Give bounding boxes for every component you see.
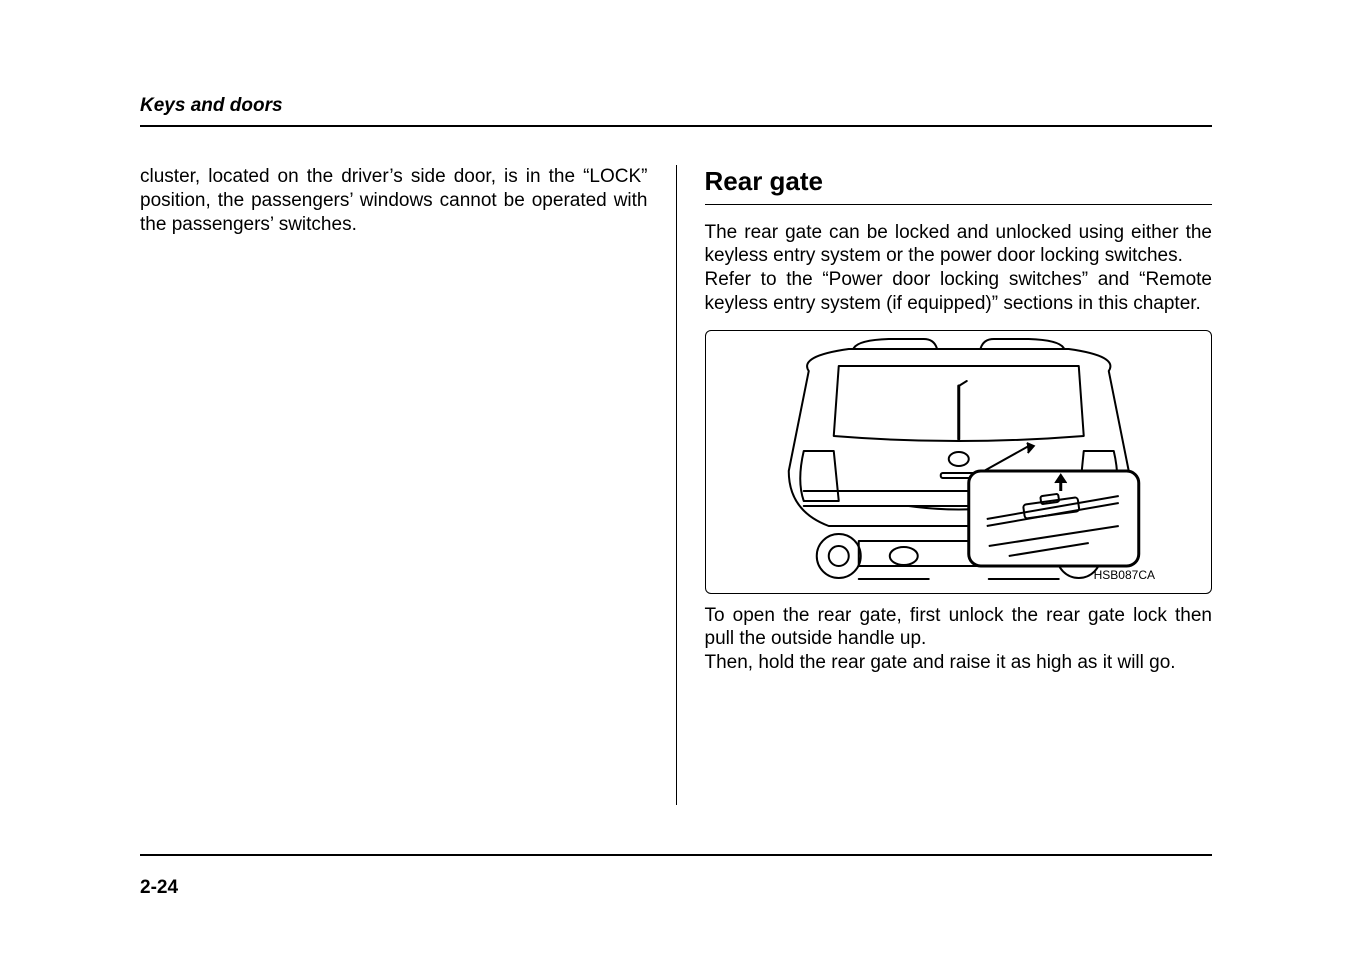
rear-gate-heading: Rear gate [705,165,1213,198]
inset-detail [968,471,1138,566]
heading-rule [705,204,1213,205]
manual-page: Keys and doors cluster, located on the d… [0,0,1352,954]
right-paragraph-3: To open the rear gate, first unlock the … [705,604,1213,652]
header-rule [140,125,1212,127]
figure-code: HSB087CA [1094,568,1155,583]
footer-rule [140,854,1212,856]
page-number: 2-24 [140,877,178,899]
section-header: Keys and doors [140,95,1212,117]
vehicle-rear-illustration [706,331,1212,593]
left-paragraph: cluster, located on the driver’s side do… [140,165,648,236]
right-paragraph-2: Refer to the “Power door locking switche… [705,268,1213,316]
two-column-layout: cluster, located on the driver’s side do… [140,165,1212,805]
left-column: cluster, located on the driver’s side do… [140,165,676,805]
right-paragraph-1: The rear gate can be locked and unlocked… [705,221,1213,269]
right-paragraph-4: Then, hold the rear gate and raise it as… [705,651,1213,675]
rear-gate-figure: HSB087CA [705,330,1213,594]
right-column: Rear gate The rear gate can be locked an… [676,165,1213,805]
